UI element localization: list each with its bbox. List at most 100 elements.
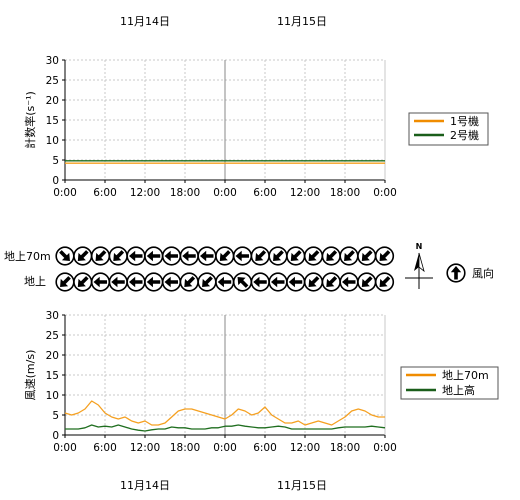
wind-arrow-icon [286,272,306,292]
wind-arrow-icon [197,272,217,292]
wind-arrow-shape [326,250,338,261]
count-rate-legend-box [408,112,489,146]
wind-arrow-icon [73,272,93,292]
wind-arrow-shape [290,250,302,261]
wind-arrow-head [77,250,89,261]
wind-arrow-head [95,250,107,261]
wind-arrow-head [288,276,303,288]
y-tick-label: 5 [52,155,59,167]
wind-direction-rows: 地上70m 地上 [4,246,395,292]
wind-arrow-shape [308,250,320,261]
wind-arrow-shape [450,266,462,280]
count-rate-y-tick-labels: 0 5 10 15 20 25 30 [46,55,65,187]
wind-arrow-icon [232,272,253,292]
series-line-1 [64,400,385,426]
wind-arrow-head [308,276,320,287]
x-tick-label: 12:00 [130,187,160,199]
wind-arrow-shape [184,276,196,287]
wind-arrow-shape [59,250,70,261]
wind-arrow-icon [215,272,235,292]
wind-arrow-shape [255,250,267,261]
wind-arrow-head [164,276,178,288]
legend-label-70m: 地上70m [442,369,489,382]
wind-arrow-head [273,250,284,261]
wind-arrow-shape [273,250,284,261]
date-labels-top: 11月14日 11月15日 [120,15,327,28]
wind-speed-chart: 0 5 10 15 20 25 30 0:00 6:00 12:00 18:00 0:00 6:00 1… [24,310,397,454]
wind-arrow-shape [361,276,373,287]
wind-row-label-ground: 地上 [24,275,46,288]
wind-arrow-icon [374,272,395,292]
wind-arrow-icon [321,246,341,266]
wind-speed-legend: 地上70m 地上高 [400,366,499,400]
wind-arrow-shape [60,276,71,287]
wind-arrow-icon [321,272,341,292]
wind-arrow-head [146,276,161,288]
wind-arrow-shape [217,276,232,288]
wind-arrow-head [342,276,356,288]
count-rate-legend: 1号機 2号機 [408,112,489,146]
wind-arrow-shape [361,250,373,261]
y-tick-label: 20 [46,95,59,107]
wind-arrow-icon [161,246,182,266]
wind-arrow-shape [202,276,213,287]
wind-arrow-head [237,277,249,288]
wind-arrow-head [77,276,89,287]
wind-speed-y-axis-label: 風速(m/s) [24,350,37,401]
wind-speed-y-tick-labels: 0 5 10 15 20 25 30 [46,310,65,442]
wind-speed-legend-box [400,366,499,400]
x-tick-label: 12:00 [130,442,160,454]
wind-arrow-icon [126,272,146,292]
wind-arrow-icon [268,272,288,292]
y-tick-label: 25 [46,330,59,342]
wind-arrow-shape [308,276,320,287]
count-rate-grid [64,59,386,183]
wind-arrow-shape [77,250,89,261]
wind-arrow-icon [215,246,235,266]
wind-arrow-shape [93,276,107,288]
wind-arrow-head [129,250,143,262]
wind-arrow-icon [90,246,111,266]
y-tick-label: 25 [46,75,59,87]
wind-arrow-icon [161,272,182,292]
y-tick-label: 20 [46,350,59,362]
wind-arrow-shape [111,276,125,288]
wind-direction-legend-arrow-icon [446,263,466,283]
wind-arrow-icon [374,246,395,266]
x-tick-label: 18:00 [170,442,200,454]
wind-arrow-shape [271,276,285,288]
wind-arrow-icon [144,272,164,292]
wind-arrow-head [326,250,338,261]
wind-arrow-head [59,250,70,261]
wind-arrow-shape [219,250,231,261]
legend-label-ground: 地上高 [442,383,475,397]
wind-arrow-head [344,250,355,261]
wind-arrow-icon [108,246,128,266]
wind-arrow-head [271,276,285,288]
y-tick-label: 30 [46,310,59,322]
y-tick-label: 15 [46,370,59,382]
x-tick-label: 6:00 [93,442,117,454]
wind-direction-arrows [55,246,395,292]
x-tick-label: 12:00 [290,442,320,454]
wind-arrow-head [111,276,125,288]
date-label-day1-bottom: 11月14日 [120,479,170,492]
wind-arrow-head [146,250,161,262]
wind-arrow-head [361,250,373,261]
x-tick-label: 0:00 [373,187,397,199]
wind-arrow-head [202,276,213,287]
series-line-2 [65,424,386,432]
x-tick-label: 0:00 [373,442,397,454]
count-rate-x-tick-labels: 0:00 6:00 12:00 18:00 0:00 6:00 12:00 18:00 0:00 [53,187,397,199]
wind-arrow-shape [235,250,249,262]
date-labels-bottom: 11月14日 11月15日 [120,479,327,492]
wind-arrow-shape [288,276,303,288]
wind-arrow-icon [303,246,324,266]
wind-arrow-head [129,276,143,288]
wind-arrow-icon [73,246,93,266]
x-tick-label: 18:00 [330,442,360,454]
wind-arrow-head [308,250,320,261]
wind-arrow-head [326,276,338,287]
x-tick-label: 12:00 [290,187,320,199]
wind-arrow-head [379,276,391,287]
